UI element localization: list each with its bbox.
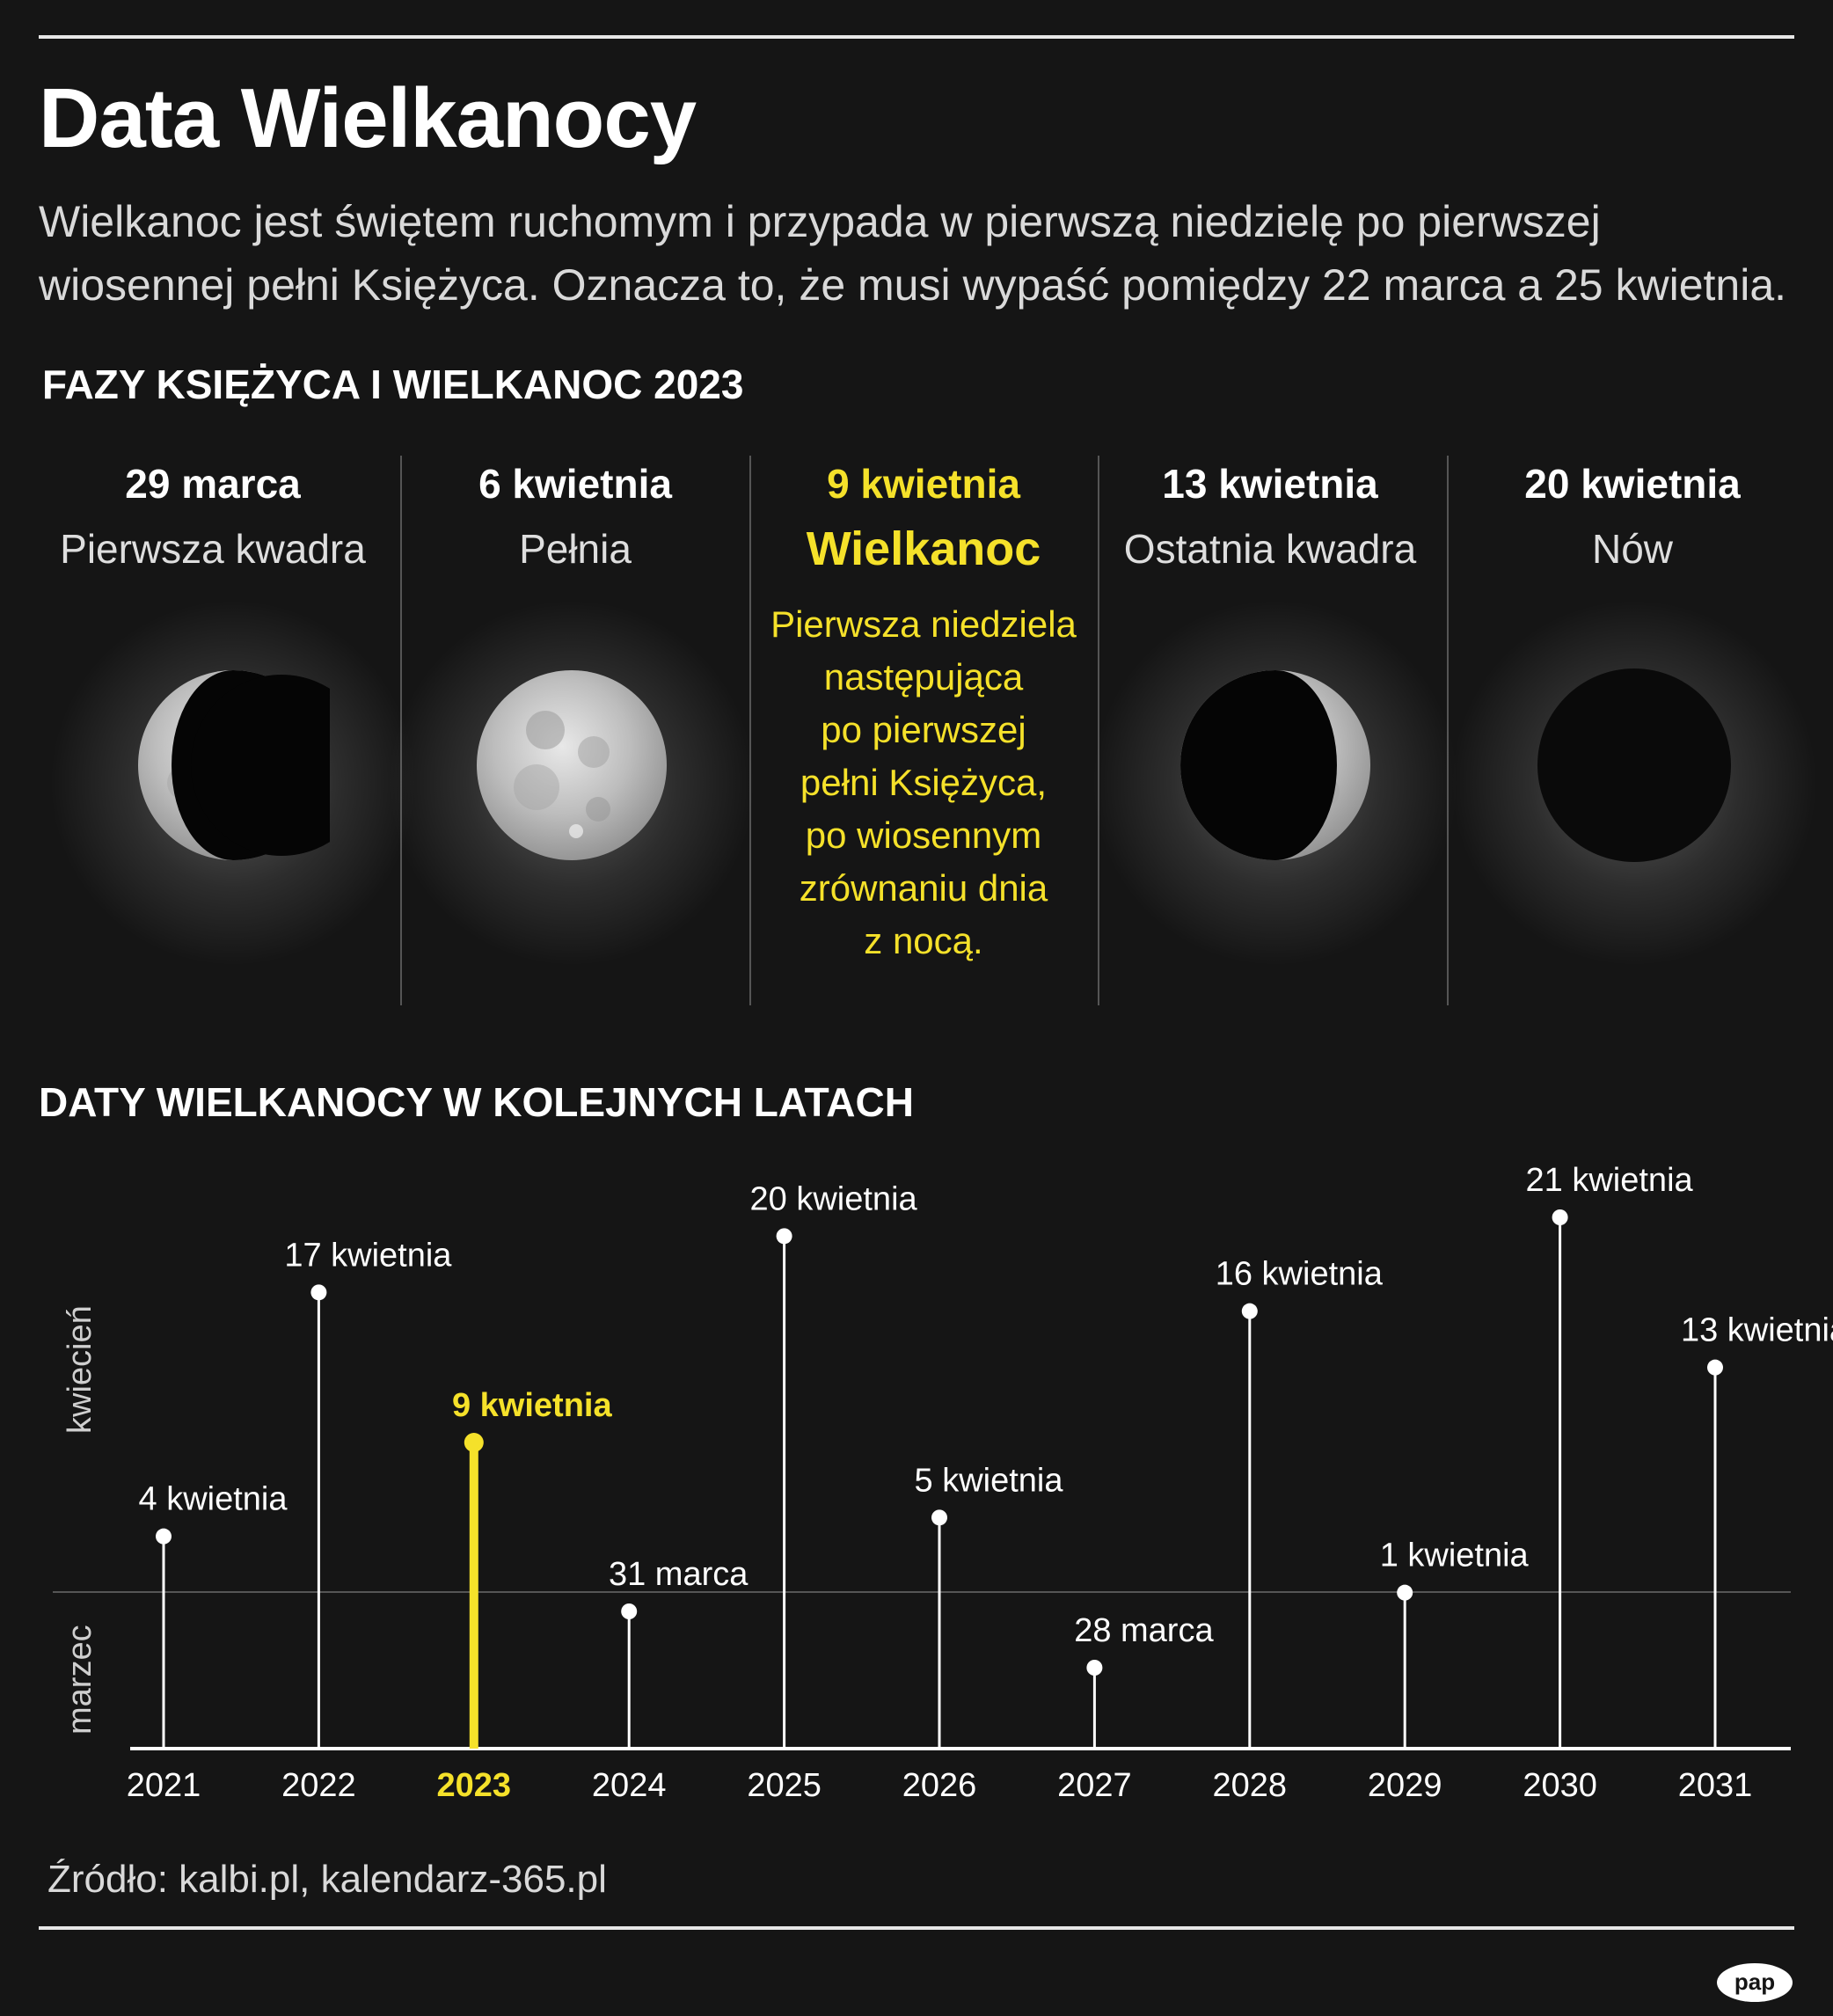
moon-last-quarter <box>1091 598 1460 968</box>
point-2031 <box>1707 1359 1723 1376</box>
point-2021 <box>156 1528 172 1545</box>
moon-full-icon <box>477 670 667 860</box>
bottom-rule <box>39 1926 1794 1930</box>
date-label-2021: 4 kwietnia <box>139 1481 288 1518</box>
year-label-2021: 2021 <box>127 1767 201 1804</box>
pap-logo: pap <box>1715 1961 1794 2008</box>
phase-date: 6 kwietnia <box>478 461 672 507</box>
moon-new-icon <box>1537 668 1731 862</box>
desc-line: następująca <box>823 656 1024 698</box>
year-label-2024: 2024 <box>592 1767 667 1804</box>
phase-name: Wielkanoc <box>806 522 1041 575</box>
divider <box>1447 456 1449 1005</box>
year-label-2026: 2026 <box>902 1767 977 1804</box>
intro-line-1: Wielkanoc jest świętem ruchomym i przypa… <box>39 197 1601 246</box>
date-label-2026: 5 kwietnia <box>915 1462 1064 1499</box>
date-label-2027: 28 marca <box>1074 1612 1214 1649</box>
svg-text:pap: pap <box>1734 1969 1775 1995</box>
date-label-2031: 13 kwietnia <box>1681 1312 1833 1349</box>
year-label-2029: 2029 <box>1368 1767 1442 1804</box>
date-label-2024: 31 marca <box>609 1556 749 1593</box>
year-label-2031: 2031 <box>1678 1767 1753 1804</box>
page-title: Data Wielkanocy <box>39 71 697 165</box>
section-dates-title: DATY WIELKANOCY W KOLEJNYCH LATACH <box>39 1079 914 1125</box>
divider <box>749 456 751 1005</box>
divider <box>1098 456 1099 1005</box>
point-2022 <box>310 1284 327 1301</box>
year-label-2030: 2030 <box>1523 1767 1597 1804</box>
phase-name: Pierwsza kwadra <box>60 526 366 572</box>
date-label-2029: 1 kwietnia <box>1380 1538 1530 1574</box>
date-label-2022: 17 kwietnia <box>284 1237 452 1274</box>
year-label-2023: 2023 <box>437 1767 512 1804</box>
moon-last-quarter-icon <box>1180 670 1370 860</box>
phase-name: Ostatnia kwadra <box>1123 526 1417 572</box>
phase-date: 9 kwietnia <box>827 461 1020 507</box>
date-label-2023: 9 kwietnia <box>452 1387 612 1424</box>
desc-line: po wiosennym <box>805 814 1042 856</box>
point-2029 <box>1397 1584 1413 1601</box>
moon-new <box>1450 598 1819 968</box>
phase-col-2: 6 kwietnia Pełnia <box>401 449 749 579</box>
desc-line: po pierwszej <box>821 709 1026 750</box>
phase-date: 13 kwietnia <box>1162 461 1378 507</box>
point-2026 <box>931 1509 947 1526</box>
date-label-2028: 16 kwietnia <box>1216 1256 1384 1293</box>
desc-line: z nocą. <box>864 920 983 961</box>
phase-col-4: 13 kwietnia Ostatnia kwadra <box>1096 449 1444 579</box>
divider <box>400 456 402 1005</box>
source-note: Źródło: kalbi.pl, kalendarz-365.pl <box>47 1858 607 1901</box>
timeline-svg: 4 kwietnia 2021 17 kwietnia 2022 9 kwietnia 2… <box>53 1162 1833 1804</box>
intro-text: Wielkanoc jest świętem ruchomym i przypa… <box>39 190 1798 317</box>
point-2030 <box>1552 1209 1568 1225</box>
top-rule <box>39 35 1794 39</box>
moon-full <box>387 598 756 968</box>
section-phases-title: FAZY KSIĘŻYCA I WIELKANOC 2023 <box>42 362 744 407</box>
year-label-2027: 2027 <box>1057 1767 1132 1804</box>
month-label-april: kwiecień <box>62 1305 99 1434</box>
phase-date: 29 marca <box>125 461 301 507</box>
date-label-2025: 20 kwietnia <box>750 1180 918 1217</box>
desc-line: zrównaniu dnia <box>799 867 1048 909</box>
year-label-2025: 2025 <box>747 1767 822 1804</box>
point-2023 <box>464 1433 484 1452</box>
year-label-2028: 2028 <box>1213 1767 1288 1804</box>
point-2025 <box>776 1228 792 1245</box>
desc-line: Pierwsza niedziela <box>770 603 1077 645</box>
intro-line-2: wiosennej pełni Księżyca. Oznacza to, że… <box>39 260 1787 310</box>
phase-date: 20 kwietnia <box>1524 461 1741 507</box>
phase-name: Nów <box>1591 526 1674 572</box>
phase-name: Pełnia <box>519 526 632 572</box>
date-label-2030: 21 kwietnia <box>1526 1162 1694 1199</box>
point-2027 <box>1086 1660 1103 1676</box>
month-label-march: marzec <box>62 1625 99 1735</box>
moon-first-quarter-icon <box>138 670 330 860</box>
phase-col-easter: 9 kwietnia Wielkanoc Pierwsza niedziela … <box>749 449 1098 968</box>
point-2024 <box>621 1603 638 1619</box>
point-2028 <box>1241 1303 1258 1319</box>
phase-col-5: 20 kwietnia Nów <box>1458 449 1807 579</box>
phase-col-1: 29 marca Pierwsza kwadra <box>39 449 387 579</box>
year-label-2022: 2022 <box>281 1767 356 1804</box>
moon-first-quarter <box>48 598 418 968</box>
easter-description: Pierwsza niedziela następująca po pierws… <box>749 598 1098 968</box>
easter-dates-chart: kwiecień marzec 4 kwietnia 2021 17 kwietni… <box>0 1143 1833 1812</box>
desc-line: pełni Księżyca, <box>800 762 1048 803</box>
